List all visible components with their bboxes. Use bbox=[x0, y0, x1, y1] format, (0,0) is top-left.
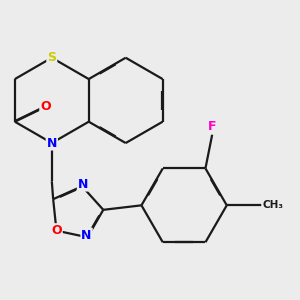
Text: O: O bbox=[40, 100, 51, 113]
Text: N: N bbox=[78, 178, 88, 190]
Text: S: S bbox=[47, 51, 56, 64]
Text: N: N bbox=[46, 136, 57, 149]
Text: N: N bbox=[81, 229, 92, 242]
Text: F: F bbox=[208, 120, 216, 133]
Text: CH₃: CH₃ bbox=[262, 200, 283, 210]
Text: O: O bbox=[51, 224, 62, 237]
